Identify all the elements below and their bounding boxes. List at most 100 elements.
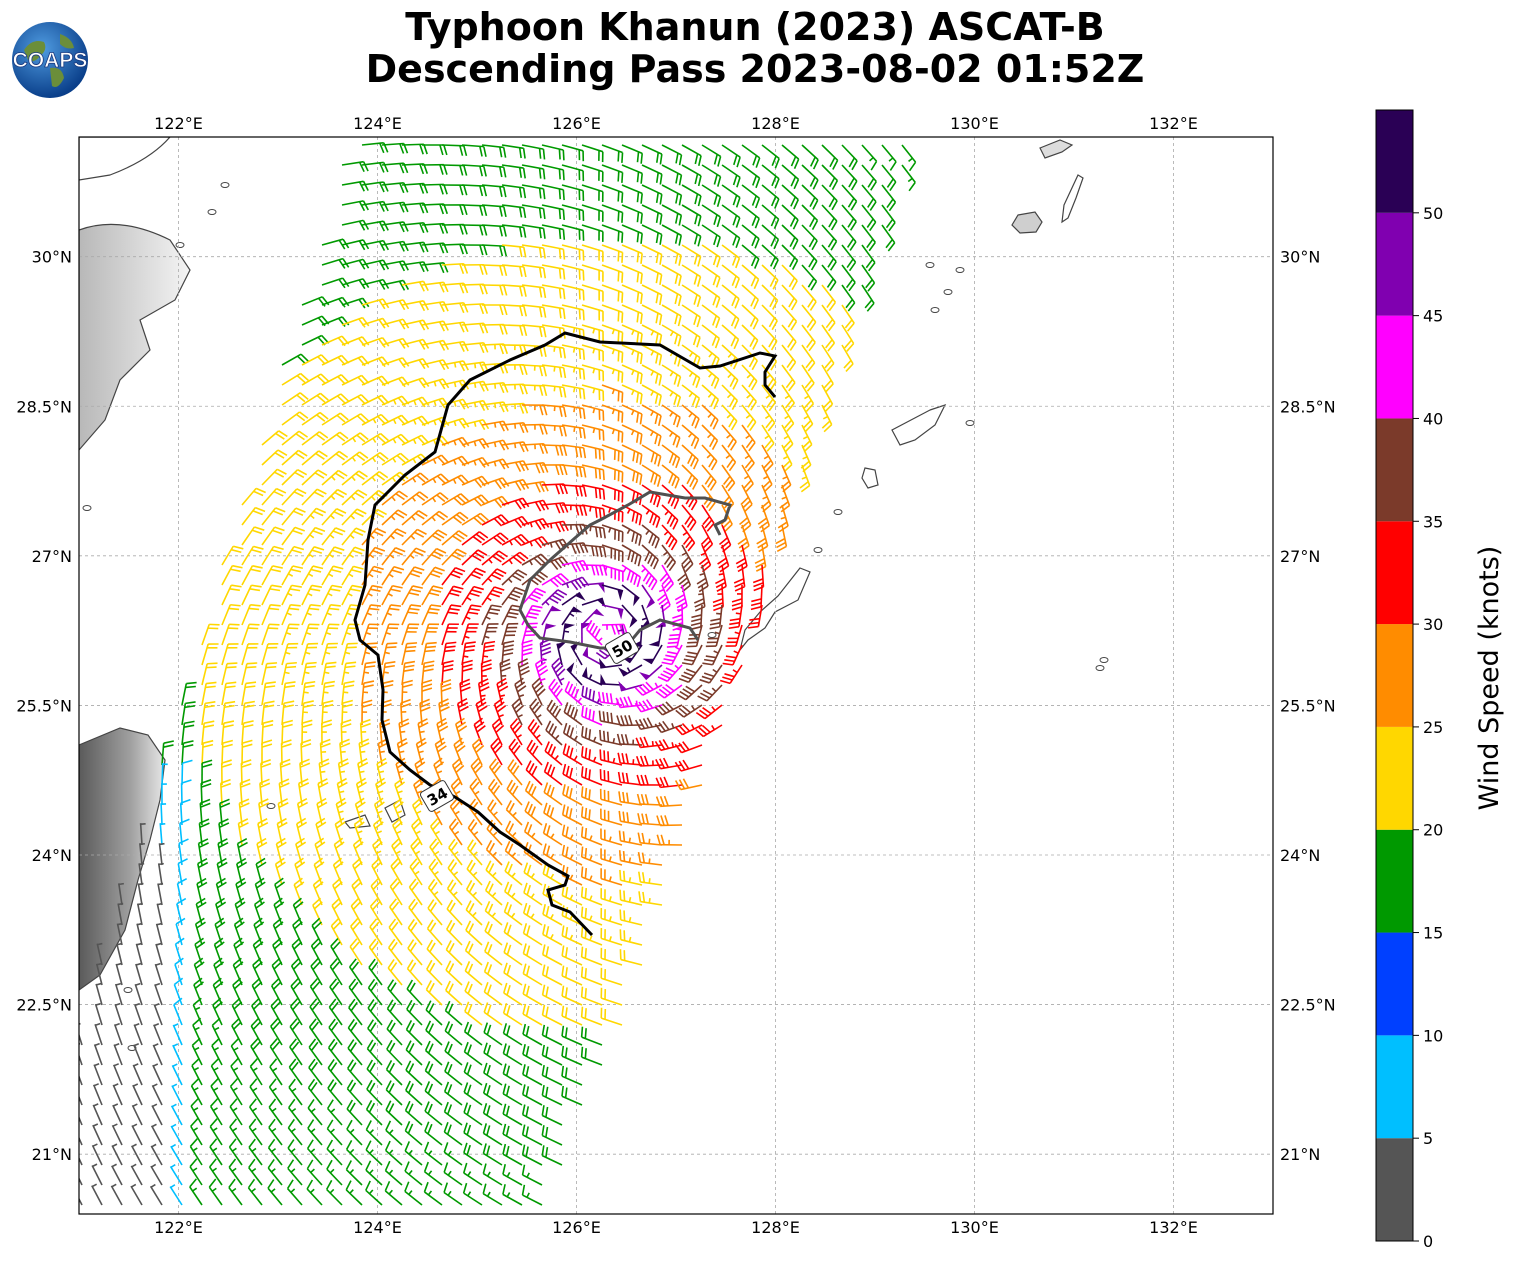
wind-barb [361, 413, 390, 426]
wind-barb [481, 477, 510, 490]
wind-barb [341, 413, 369, 426]
wind-barb [161, 740, 174, 766]
wind-barb [301, 296, 330, 307]
wind-barb [655, 683, 683, 699]
wind-barb [321, 699, 334, 726]
wind-barb [621, 304, 643, 325]
wind-barb [541, 483, 569, 495]
wind-barb [618, 850, 643, 866]
wind-barb [881, 224, 896, 252]
wind-barb [421, 163, 448, 175]
wind-barb [369, 918, 383, 946]
wind-barb [201, 759, 213, 786]
wind-barb [461, 244, 488, 256]
wind-barb [461, 512, 489, 526]
wind-barb [504, 861, 523, 886]
wind-barb [841, 144, 858, 171]
wind-barb [301, 354, 330, 366]
wind-barb [481, 604, 502, 626]
wind-barb [523, 862, 543, 886]
wind-barb [455, 717, 468, 746]
wind-barb [598, 710, 623, 726]
wind-barb [801, 224, 818, 251]
wind-barb [361, 317, 390, 329]
colorbar-bin [1376, 1035, 1413, 1139]
colorbar-bin [1376, 829, 1413, 933]
colorbar-tick-label: 20 [1423, 821, 1443, 840]
wind-barb [353, 817, 365, 846]
wind-barb [424, 1081, 443, 1106]
wind-barb [521, 404, 548, 416]
wind-barb [401, 642, 418, 666]
wind-barb [153, 1023, 163, 1046]
wind-barb [561, 404, 586, 420]
wind-barb [444, 1021, 463, 1046]
wind-barb [619, 889, 643, 906]
wind-barb [443, 1142, 463, 1166]
wind-barb [581, 464, 605, 481]
wind-barb [279, 758, 291, 786]
wind-barb [341, 451, 369, 466]
wind-barb [600, 987, 623, 1006]
wind-barb [521, 1124, 543, 1146]
wind-barb [481, 623, 499, 646]
wind-barb [441, 321, 469, 333]
wind-barb [581, 666, 603, 686]
wind-barb [401, 300, 429, 312]
wind-barb [169, 1184, 183, 1206]
wind-barb [509, 718, 523, 746]
colorbar-tick-label: 40 [1423, 409, 1443, 428]
wind-barb [461, 641, 476, 666]
wind-barb [241, 739, 253, 766]
wind-barb [441, 360, 469, 372]
wind-barb [701, 284, 721, 308]
wind-barb [621, 384, 643, 405]
wind-barb [361, 239, 390, 251]
wind-barb [561, 591, 586, 606]
wind-barb [580, 986, 603, 1006]
wind-barb [601, 623, 628, 635]
wind-barb [461, 184, 488, 197]
wind-barb [421, 679, 433, 706]
wind-barb [79, 1176, 83, 1186]
wind-barb [461, 144, 487, 157]
wind-barb [501, 533, 530, 547]
wind-barb [365, 1180, 383, 1206]
wind-barb [340, 719, 352, 746]
wind-barb [600, 947, 623, 966]
wind-barb [521, 244, 546, 259]
wind-barb [661, 224, 683, 246]
wind-barb [463, 1102, 483, 1126]
wind-barb [541, 623, 557, 646]
wind-barb [648, 624, 663, 647]
logo-text: COAPS [13, 49, 88, 72]
wind-barb [502, 1063, 523, 1086]
wind-barb [655, 604, 666, 629]
wind-barb [312, 877, 324, 906]
wind-barb [521, 462, 549, 474]
wind-barb [341, 180, 369, 192]
wind-barb [502, 1184, 523, 1206]
wind-barb [504, 881, 523, 906]
wind-barb [487, 799, 503, 826]
wind-barb [541, 224, 566, 240]
wind-barb [741, 244, 760, 269]
wind-barb [635, 755, 663, 767]
amami [891, 403, 947, 446]
wind-barb [841, 184, 858, 211]
wind-barb [441, 660, 454, 686]
colorbar-tick-label: 10 [1423, 1026, 1443, 1045]
wind-barb [721, 184, 741, 208]
wind-barb [601, 564, 624, 582]
wind-barb [179, 798, 191, 826]
wind-barb [501, 551, 529, 566]
wind-barb [501, 204, 527, 219]
wind-barb [95, 982, 103, 1006]
wind-barb [481, 304, 508, 316]
wind-barb [678, 664, 703, 684]
wind-barb [484, 941, 503, 966]
wind-barb [501, 184, 527, 199]
wind-barb [801, 324, 816, 352]
wind-barb [522, 943, 543, 966]
wind-barb [172, 1023, 183, 1046]
